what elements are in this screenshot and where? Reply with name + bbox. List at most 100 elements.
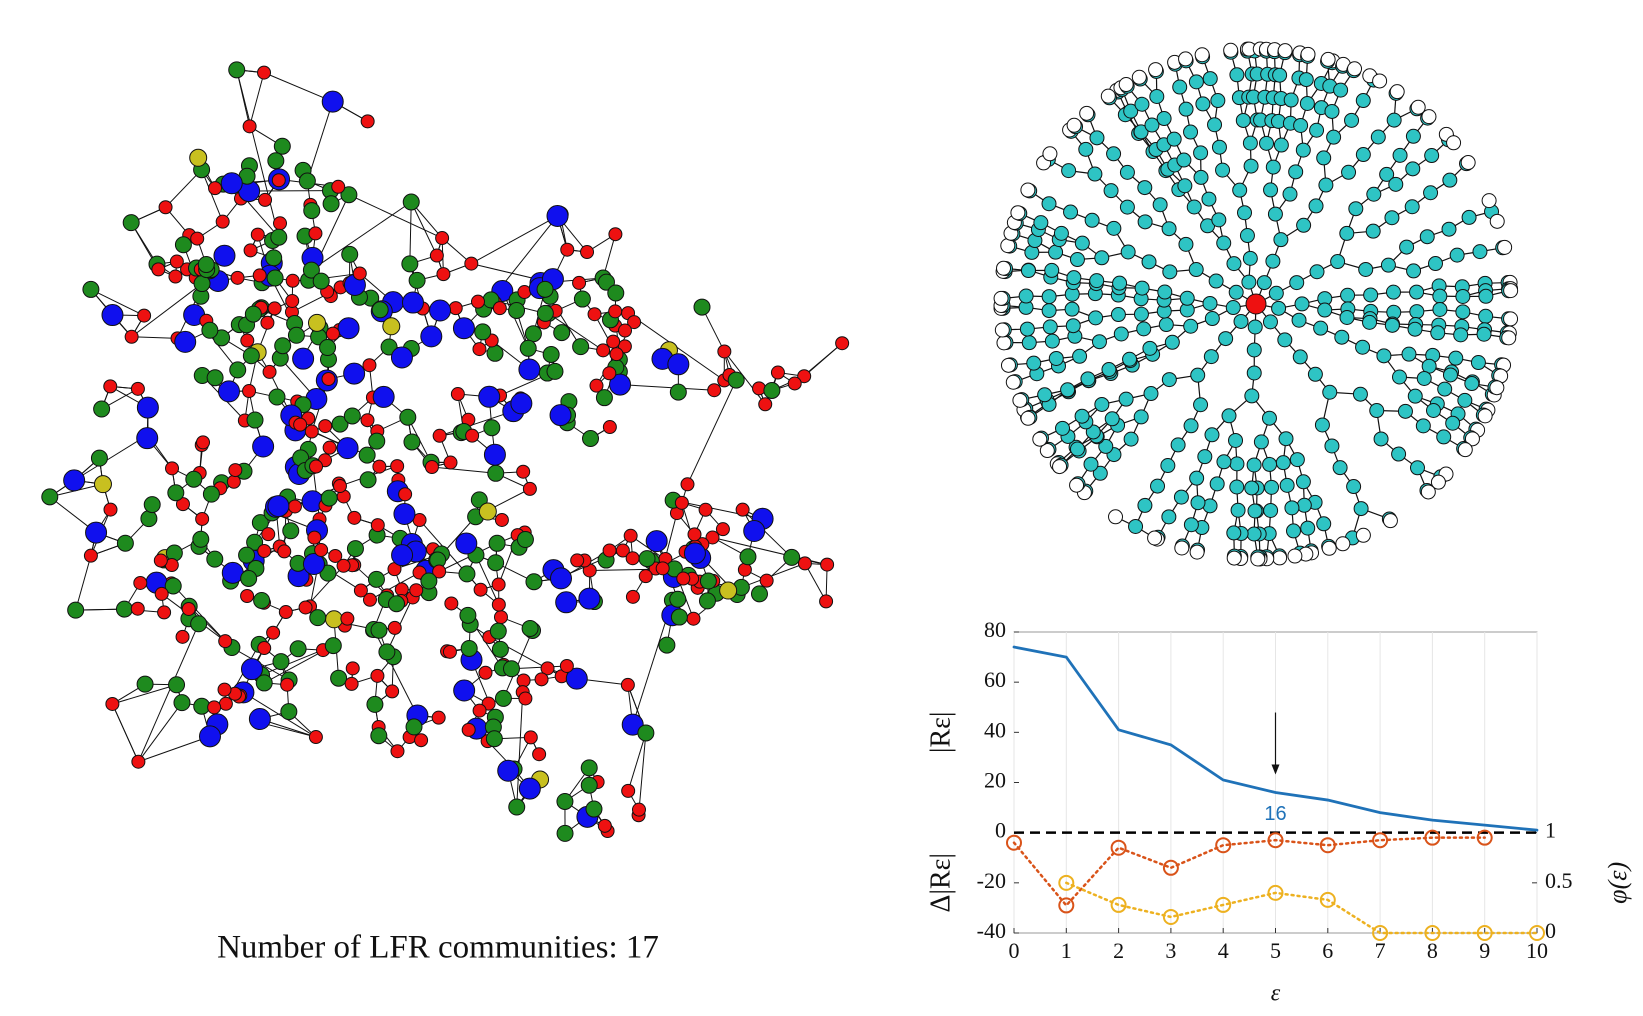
tree-node (1261, 410, 1277, 426)
tree-node (1284, 500, 1300, 516)
node (669, 383, 687, 401)
x-tick-label: 8 (1427, 938, 1438, 963)
tree-node (1202, 295, 1218, 311)
series-line (1065, 881, 1539, 935)
tree-node (1089, 130, 1105, 146)
node (518, 691, 533, 706)
node (494, 512, 509, 527)
node (174, 330, 197, 353)
node (175, 497, 190, 512)
tree-node (1088, 310, 1104, 326)
node (340, 186, 358, 204)
tree-node (1300, 46, 1316, 62)
tree-node (1348, 201, 1364, 217)
edge (249, 72, 265, 127)
tree-node (1409, 284, 1425, 300)
node (390, 346, 413, 369)
node (488, 534, 506, 552)
tree-node (1229, 67, 1245, 83)
node (303, 202, 321, 220)
x-tick-label: 1 (1061, 938, 1072, 963)
edge (627, 732, 647, 792)
tree-node (1379, 166, 1395, 182)
tree-node (1142, 340, 1158, 356)
tree-node (1426, 402, 1442, 418)
node (655, 561, 670, 576)
node (221, 561, 244, 584)
chart: 0 1 2 3 4 5 6 7 8 9 10 -40 -20 0 20 40 60 80 0 0.5 1 16 ε |Rε| Δ… (925, 617, 1632, 1006)
edge (741, 562, 806, 588)
node (243, 243, 258, 258)
point (1110, 896, 1127, 913)
tree-node (1085, 424, 1101, 440)
node (686, 611, 701, 626)
tree-node (1476, 326, 1492, 342)
node (280, 677, 295, 692)
node (491, 577, 506, 592)
tree-node (1229, 456, 1245, 472)
tree-node (1247, 319, 1263, 335)
edge (742, 509, 793, 558)
node (307, 313, 326, 332)
node (255, 674, 273, 692)
node (516, 531, 534, 549)
tree-node (1318, 177, 1334, 193)
y2-axis-label: φ(ε) (1603, 862, 1632, 904)
node (398, 487, 413, 502)
edge (348, 194, 443, 239)
tree-node (1386, 112, 1402, 128)
node (608, 227, 623, 242)
tree-node (1161, 372, 1177, 388)
node (136, 396, 159, 419)
tree-node (1355, 93, 1371, 109)
tree-node (1308, 198, 1324, 214)
node (595, 389, 613, 407)
node (285, 273, 300, 288)
node (359, 471, 377, 489)
tree-node (1409, 460, 1425, 476)
node (240, 569, 258, 587)
tree-node (1128, 518, 1144, 534)
edge (306, 101, 334, 182)
node (115, 600, 133, 618)
tree-node (1278, 431, 1294, 447)
node (658, 636, 676, 654)
tree-node (1298, 72, 1314, 88)
tree-node (1437, 381, 1453, 397)
point (1267, 832, 1284, 849)
node (715, 522, 730, 537)
tree-node (1133, 124, 1149, 140)
node (403, 433, 421, 451)
node (185, 470, 203, 488)
tree-node (1092, 465, 1108, 481)
tree-node (1063, 204, 1079, 220)
tree-node (1162, 264, 1178, 280)
tree-node (1289, 275, 1305, 291)
tree-node (1069, 441, 1085, 457)
tree-node (1137, 214, 1153, 230)
node (278, 605, 293, 620)
node (387, 620, 402, 635)
node (175, 629, 190, 644)
tree-node (1419, 229, 1435, 245)
node (797, 369, 812, 384)
tree-node (1211, 139, 1227, 155)
tree-node (1324, 103, 1340, 119)
node (360, 413, 375, 428)
point (1529, 925, 1545, 941)
node (371, 301, 389, 319)
node (324, 637, 342, 655)
edge (431, 466, 496, 474)
node (707, 383, 722, 398)
node (572, 275, 587, 290)
tree-node (1072, 348, 1088, 364)
node (516, 673, 531, 688)
tree-node (1106, 220, 1122, 236)
tree-node (1279, 477, 1295, 493)
tree-node (1183, 418, 1199, 434)
node (302, 261, 320, 279)
tree-node (1065, 318, 1081, 334)
node (420, 572, 438, 590)
tree-node (1204, 427, 1220, 443)
edge (138, 735, 211, 763)
